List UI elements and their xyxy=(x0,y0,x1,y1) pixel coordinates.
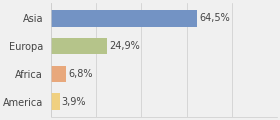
Bar xyxy=(51,66,66,82)
Text: 3,9%: 3,9% xyxy=(62,97,86,107)
Text: 64,5%: 64,5% xyxy=(199,13,230,23)
Bar xyxy=(51,38,107,54)
Text: 24,9%: 24,9% xyxy=(109,41,140,51)
Bar xyxy=(51,10,197,27)
Bar xyxy=(51,93,60,110)
Text: 6,8%: 6,8% xyxy=(68,69,93,79)
